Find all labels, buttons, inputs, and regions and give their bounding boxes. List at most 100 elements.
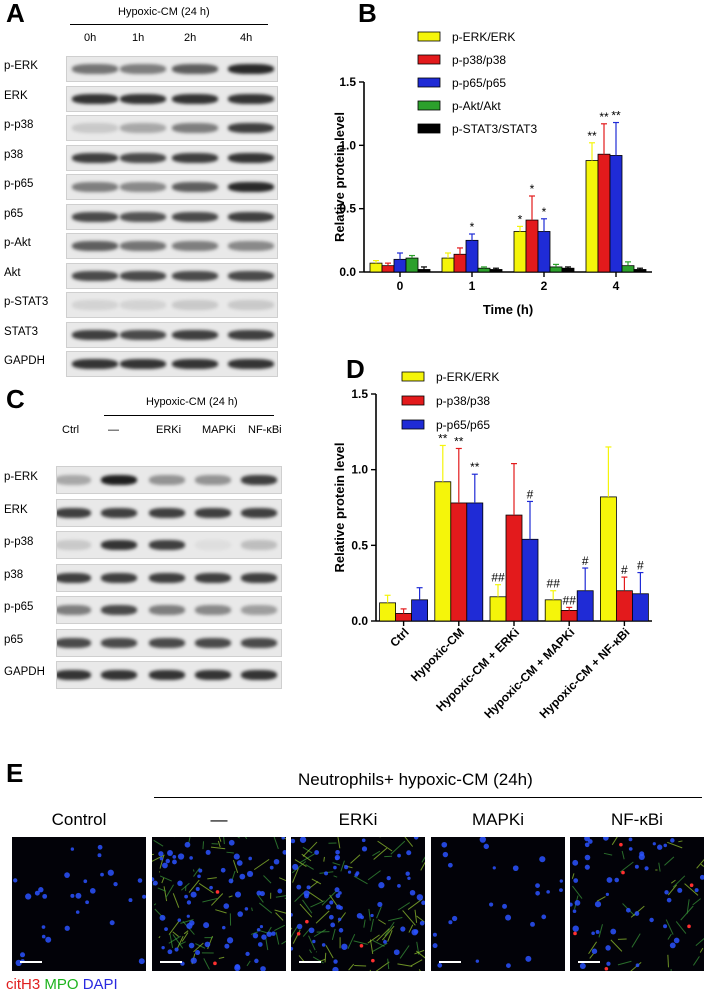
bar (453, 253, 467, 273)
blot-band (57, 637, 91, 648)
bar (411, 599, 428, 622)
panel-a-letter: A (6, 0, 25, 28)
blot-band (101, 540, 137, 550)
blot-band (120, 241, 166, 251)
blot-strip (66, 233, 278, 259)
blot-band (149, 670, 185, 680)
blot-band (195, 507, 231, 518)
x-tick-label: 4 (613, 279, 620, 293)
blot-band (57, 507, 91, 518)
bar (560, 610, 578, 622)
blot-strip (56, 628, 282, 657)
legend-swatch (417, 123, 441, 134)
lane-label: 1h (132, 32, 145, 44)
blot-row-label: GAPDH (4, 355, 45, 367)
y-tick-label: 1.5 (339, 75, 356, 89)
blot-band (172, 182, 218, 192)
blot-band (101, 670, 137, 680)
significance-mark: # (582, 554, 589, 568)
stain-mpo: MPO (44, 976, 79, 993)
blot-strip (66, 144, 278, 171)
blot-strip (56, 596, 282, 624)
x-tick-label: Hypoxic-CM + NF-κBi (537, 625, 633, 721)
bar (489, 269, 503, 273)
x-tick-label: 0 (397, 279, 404, 293)
y-tick-label: 1.0 (339, 138, 356, 152)
x-tick-label: Hypoxic-CM (408, 625, 467, 684)
legend-swatch (401, 395, 425, 406)
stain-dapi: DAPI (82, 976, 118, 993)
x-axis-label: Time (h) (483, 302, 533, 317)
blot-row-label: p-STAT3 (4, 296, 49, 308)
blot-band (149, 475, 185, 485)
bar (537, 231, 551, 273)
bar (544, 599, 562, 622)
bar (434, 481, 452, 622)
micrograph (431, 837, 565, 971)
blot-row-label: STAT3 (4, 325, 39, 338)
blot-band (172, 93, 218, 104)
blot-band (149, 637, 185, 648)
legend-label: p-p65/p65 (436, 418, 490, 432)
bar (525, 219, 539, 273)
y-tick-label: 0.0 (351, 614, 368, 628)
blot-row-label: p-p38 (4, 119, 34, 131)
blot-band (72, 152, 118, 163)
blot-band (228, 329, 274, 340)
blot-band (72, 329, 118, 340)
blot-strip (66, 292, 278, 318)
blot-band (172, 270, 218, 281)
blot-band (57, 670, 91, 680)
blot-strip (66, 115, 278, 141)
y-tick-label: 0.5 (339, 202, 356, 216)
blot-strip (56, 531, 282, 559)
micrograph (152, 837, 286, 971)
panel-c-header-line (104, 415, 274, 416)
bar (465, 239, 479, 273)
blot-band (120, 123, 166, 133)
y-tick-label: 1.0 (351, 463, 368, 477)
blot-row-label: p-ERK (4, 60, 38, 72)
blot-band (120, 211, 166, 222)
blot-band (195, 605, 231, 615)
blot-row-label: GAPDH (4, 666, 45, 678)
micrograph-title: MAPKi (472, 810, 524, 829)
bar (450, 502, 468, 622)
lane-label: — (108, 424, 119, 436)
blot-row-label: p38 (4, 148, 24, 161)
significance-mark: ** (611, 109, 621, 123)
bar (369, 262, 383, 273)
blot-band (172, 152, 218, 163)
legend-label: p-p38/p38 (436, 394, 490, 408)
blot-row-label: p38 (4, 568, 24, 581)
blot-band (228, 152, 274, 163)
legend-swatch (417, 31, 441, 42)
blot-band (101, 605, 137, 615)
blot-band (228, 300, 274, 310)
blot-band (120, 300, 166, 310)
blot-band (241, 540, 277, 550)
bar (393, 258, 407, 273)
blot-band (57, 475, 91, 485)
legend-swatch (417, 100, 441, 111)
bar (381, 265, 395, 273)
blot-band (228, 241, 274, 251)
blot-band (172, 329, 218, 340)
y-tick-label: 0.5 (351, 538, 368, 552)
scale-bar (439, 961, 461, 963)
bar (379, 602, 396, 622)
micrograph-signal (152, 837, 286, 971)
blot-band (195, 540, 231, 550)
legend-label: p-p38/p38 (452, 53, 506, 67)
blot-band (149, 572, 185, 583)
blot-band (72, 270, 118, 281)
bar (549, 266, 563, 273)
x-tick-label: Ctrl (387, 625, 412, 650)
blot-band (195, 475, 231, 485)
bar (585, 160, 599, 273)
blot-band (228, 182, 274, 192)
scale-bar (299, 961, 321, 963)
blot-band (120, 359, 166, 369)
significance-mark: * (542, 205, 547, 219)
significance-mark: ## (563, 593, 577, 607)
